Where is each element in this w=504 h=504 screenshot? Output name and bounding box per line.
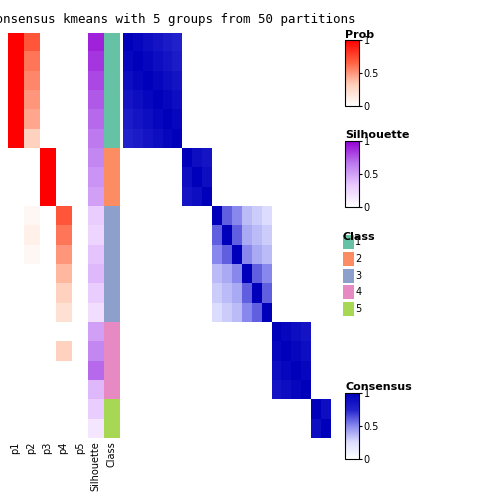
Text: Prob: Prob [345, 30, 374, 39]
Text: Class: Class [343, 232, 375, 242]
Text: 3: 3 [355, 271, 361, 281]
Text: 5: 5 [355, 304, 361, 314]
Text: 1: 1 [355, 237, 361, 247]
X-axis label: p2: p2 [26, 442, 36, 454]
X-axis label: p1: p1 [10, 442, 20, 454]
X-axis label: p3: p3 [42, 442, 52, 454]
Text: Consensus: Consensus [345, 383, 412, 392]
X-axis label: Silhouette: Silhouette [91, 442, 101, 491]
Text: 4: 4 [355, 287, 361, 297]
Text: consensus kmeans with 5 groups from 50 partitions: consensus kmeans with 5 groups from 50 p… [0, 13, 355, 26]
Text: Silhouette: Silhouette [345, 131, 410, 140]
X-axis label: p4: p4 [58, 442, 69, 454]
Text: 2: 2 [355, 254, 361, 264]
X-axis label: Class: Class [107, 442, 117, 467]
X-axis label: p5: p5 [75, 442, 85, 454]
